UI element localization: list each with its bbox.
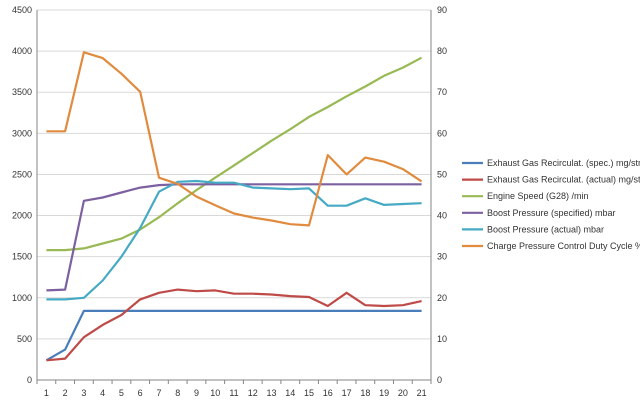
x-tick-label: 10 — [210, 388, 220, 398]
left-tick-label: 1000 — [12, 293, 32, 303]
left-tick-label: 1500 — [12, 252, 32, 262]
left-tick-label: 4500 — [12, 5, 32, 15]
right-axis-ticks: 0 10 20 30 40 50 60 70 80 90 — [437, 5, 447, 385]
series-line — [45, 309, 422, 362]
legend-label: Charge Pressure Control Duty Cycle % — [487, 241, 640, 251]
legend-label: Boost Pressure (specified) mbar — [487, 208, 616, 218]
right-tick-label: 50 — [437, 169, 447, 179]
x-tick-label: 4 — [100, 388, 105, 398]
axes — [36, 10, 432, 384]
right-tick-label: 60 — [437, 128, 447, 138]
x-tick-label: 3 — [81, 388, 86, 398]
right-tick-label: 90 — [437, 5, 447, 15]
left-tick-label: 2500 — [12, 169, 32, 179]
series-line — [46, 51, 423, 227]
right-tick-label: 40 — [437, 211, 447, 221]
series-lines — [45, 51, 423, 362]
right-tick-label: 10 — [437, 334, 447, 344]
x-tick-label: 2 — [63, 388, 68, 398]
legend-label: Engine Speed (G28) /min — [487, 191, 589, 201]
legend-label: Boost Pressure (actual) mbar — [487, 224, 604, 234]
legend-label: Exhaust Gas Recirculat. (actual) mg/str — [487, 175, 640, 185]
gridlines — [37, 9, 431, 381]
x-tick-label: 1 — [44, 388, 49, 398]
x-tick-label: 18 — [360, 388, 370, 398]
x-tick-label: 11 — [229, 388, 238, 398]
x-axis-ticks: 1 2 3 4 5 6 7 8 9 10 11 12 13 14 15 16 17 18 19 20 21 — [44, 388, 427, 398]
x-tick-label: 8 — [175, 388, 180, 398]
x-tick-label: 7 — [156, 388, 161, 398]
x-tick-label: 9 — [194, 388, 199, 398]
x-tick-label: 6 — [138, 388, 143, 398]
left-tick-label: 3500 — [12, 87, 32, 97]
legend-label: Exhaust Gas Recirculat. (spec.) mg/str — [487, 158, 640, 168]
x-tick-label: 15 — [304, 388, 314, 398]
left-tick-label: 0 — [27, 375, 32, 385]
left-tick-label: 2000 — [12, 211, 32, 221]
left-tick-label: 3000 — [12, 128, 32, 138]
series-line — [46, 183, 422, 292]
x-tick-label: 16 — [323, 388, 333, 398]
series-line — [46, 179, 422, 301]
series-line — [46, 288, 422, 362]
left-axis-ticks: 0 500 1000 1500 2000 2500 3000 3500 4000 4500 — [12, 5, 32, 385]
x-tick-label: 21 — [417, 388, 427, 398]
right-tick-label: 0 — [437, 375, 442, 385]
series-line — [46, 56, 423, 252]
right-tick-label: 20 — [437, 293, 447, 303]
left-tick-label: 4000 — [12, 46, 32, 56]
x-tick-label: 12 — [248, 388, 258, 398]
x-tick-label: 17 — [342, 388, 352, 398]
left-tick-label: 500 — [17, 334, 32, 344]
right-tick-label: 70 — [437, 87, 447, 97]
x-tick-label: 5 — [119, 388, 124, 398]
legend: Exhaust Gas Recirculat. (spec.) mg/str Ex… — [462, 158, 640, 251]
right-tick-label: 80 — [437, 46, 447, 56]
x-tick-label: 19 — [379, 388, 389, 398]
x-tick-label: 14 — [285, 388, 295, 398]
right-tick-label: 30 — [437, 252, 447, 262]
x-tick-label: 20 — [398, 388, 408, 398]
x-tick-label: 13 — [267, 388, 277, 398]
